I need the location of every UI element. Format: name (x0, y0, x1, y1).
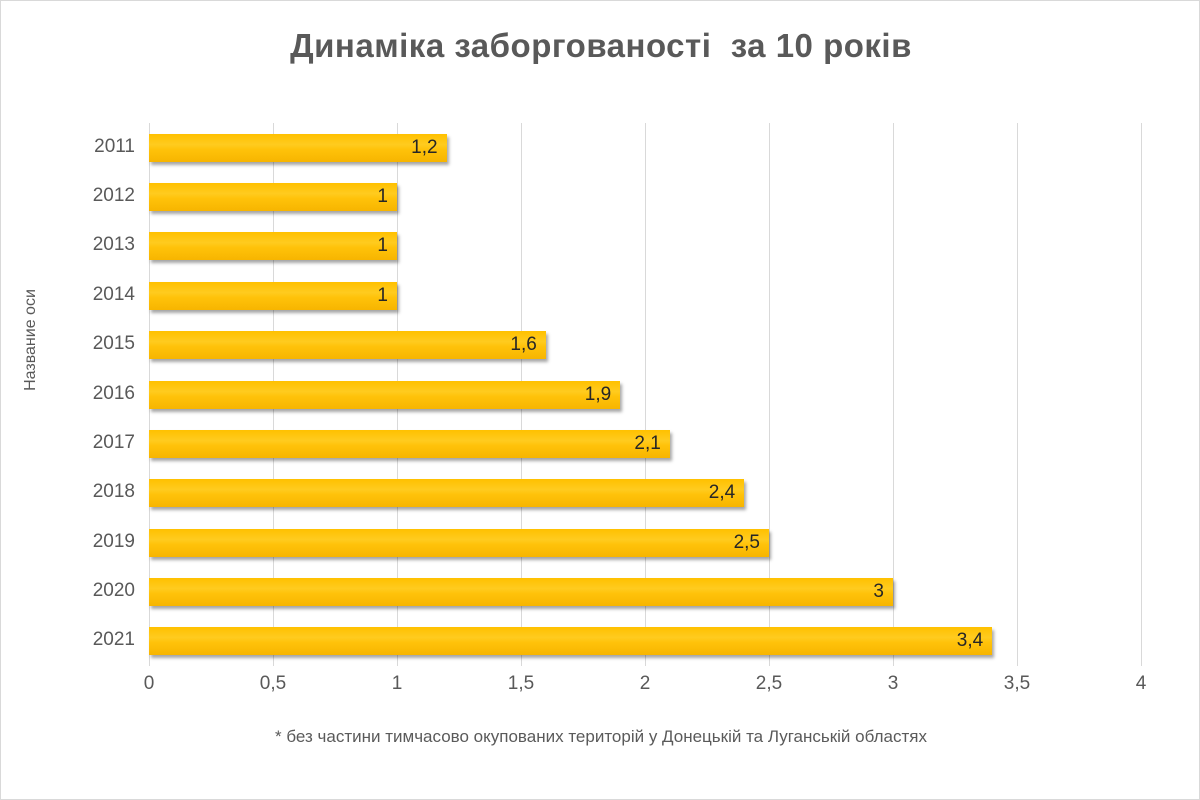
bar-value-label-2014: 1 (377, 284, 388, 306)
gridline-7 (1017, 123, 1018, 666)
chart-footnote: * без частини тимчасово окупованих терит… (275, 727, 927, 746)
bar-value-label-2017: 2,1 (634, 432, 661, 454)
y-axis-label-2012: 2012 (92, 185, 135, 207)
bar-value-label-2021: 3,4 (956, 630, 984, 652)
y-axis-label-2013: 2013 (92, 234, 135, 256)
bar-2021[interactable] (149, 627, 993, 656)
plot-area: 1,2 1 1 1 1,6 1,9 2,1 2,4 2,5 3 3,4 (149, 123, 1142, 666)
bar-2017[interactable] (149, 429, 670, 458)
bar-value-label-2018: 2,4 (708, 482, 736, 504)
gridline-4 (645, 123, 646, 666)
bar-row: 1 (149, 183, 1141, 212)
gridline-6 (893, 123, 894, 666)
gridline-5 (769, 123, 770, 666)
bar-value-label-2020: 3 (873, 580, 884, 602)
y-axis-label-2019: 2019 (92, 530, 135, 552)
y-axis-label-2016: 2016 (92, 382, 135, 404)
bar-2015[interactable] (149, 331, 546, 360)
bar-row: 3,4 (149, 627, 1141, 656)
y-axis-label-2018: 2018 (92, 481, 135, 503)
bar-row: 1,2 (149, 133, 1141, 162)
bar-row: 1,9 (149, 380, 1141, 409)
chart-title: Динаміка заборгованості за 10 років (290, 27, 912, 64)
bar-value-label-2019: 2,5 (733, 531, 760, 553)
bar-value-label-2013: 1 (377, 235, 388, 257)
x-axis-label-1,5: 1,5 (507, 673, 535, 694)
bar-value-label-2012: 1 (377, 186, 388, 208)
bar-2019[interactable] (149, 528, 769, 557)
y-axis-label-2015: 2015 (92, 333, 135, 355)
bar-2012[interactable] (149, 183, 397, 212)
x-axis-label-0,5: 0,5 (259, 673, 287, 694)
bar-value-label-2016: 1,9 (584, 383, 612, 405)
x-axis-label-3,5: 3,5 (1003, 673, 1031, 694)
bar-row: 1,6 (149, 331, 1141, 360)
x-axis-label-3: 3 (887, 673, 899, 694)
bar-series: 1,2 1 1 1 1,6 1,9 2,1 2,4 2,5 3 3,4 (149, 123, 1141, 666)
y-axis-tick-labels: 2011 2012 2013 2014 2015 2016 2017 2018 2019 2020… (1, 123, 135, 666)
x-axis-tick-labels: 0 0,5 1 1,5 2 2,5 3 3,5 4 (144, 673, 1147, 703)
bar-row: 2,5 (149, 528, 1141, 557)
x-axis-label-2: 2 (639, 673, 651, 694)
bar-2014[interactable] (149, 281, 397, 310)
bar-2016[interactable] (149, 380, 621, 409)
x-axis-label-0: 0 (143, 673, 155, 694)
bar-2018[interactable] (149, 479, 745, 508)
y-axis-label-2011: 2011 (94, 135, 135, 157)
bar-row: 2,4 (149, 479, 1141, 508)
gridline-8 (1141, 123, 1142, 666)
bar-row: 1 (149, 232, 1141, 261)
bar-2011[interactable] (149, 133, 447, 162)
bar-2013[interactable] (149, 232, 397, 261)
bar-2020[interactable] (149, 577, 893, 606)
bar-row: 2,1 (149, 429, 1141, 458)
bar-row: 1 (149, 281, 1141, 310)
bar-value-label-2011: 1,2 (411, 136, 438, 158)
y-axis-label-2020: 2020 (92, 579, 135, 601)
x-axis-label-1: 1 (391, 673, 403, 694)
y-axis-label-2014: 2014 (92, 283, 135, 305)
x-axis-label-2,5: 2,5 (755, 673, 783, 694)
y-axis-label-2017: 2017 (92, 431, 135, 453)
bar-value-label-2015: 1,6 (510, 334, 537, 356)
y-axis-label-2021: 2021 (92, 629, 135, 651)
x-axis-label-4: 4 (1135, 673, 1147, 694)
bar-row: 3 (149, 577, 1141, 606)
